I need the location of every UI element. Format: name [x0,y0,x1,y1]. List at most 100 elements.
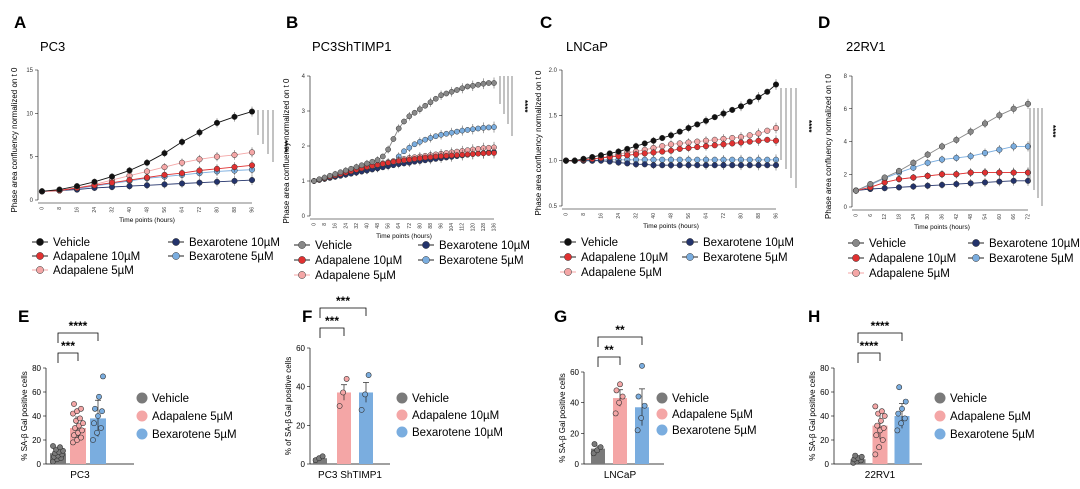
legend-marker [564,268,572,276]
data-point [231,113,238,120]
y-tick-label: 40 [296,383,305,392]
data-point [676,140,683,147]
legend-label: Bexarotene 10µM [189,237,280,249]
significance-label: **** [1048,125,1057,138]
data-point [79,427,85,434]
legend-marker [852,239,860,247]
data-point [92,405,98,412]
data-point [178,170,186,177]
data-point [641,140,648,147]
x-tick-label: 24 [92,207,98,213]
legend-marker [136,428,148,440]
data-point [438,153,444,159]
y-tick-label: 0 [301,460,306,469]
data-point [411,141,418,148]
data-point [56,186,63,193]
x-tick-label: 96 [774,213,780,219]
series-0 [852,98,1032,194]
comparison-label: **** [69,319,88,333]
legend-marker [136,392,148,404]
data-point [77,415,83,422]
panel-g: G 0 20 40 60% SA-β Gal positive cells LNCaP **… [554,307,757,481]
x-tick-label: 40 [127,207,133,213]
y-tick-label: 10 [26,111,33,117]
comparison-bracket [319,307,367,318]
data-point [702,143,710,150]
data-point [385,146,391,153]
data-point [448,129,455,136]
data-point [635,393,642,400]
legend-marker [36,238,44,246]
data-point [632,161,640,168]
category-label: PC3 [70,470,90,481]
data-point [746,156,753,163]
data-point [80,420,86,427]
data-point [772,162,780,169]
legend-label: Bexarotene 10µM [703,237,794,249]
data-point [73,183,81,190]
data-point [161,150,168,157]
x-tick-label: 54 [983,214,989,220]
data-point [443,90,450,97]
legend-label: Adapalene 5µM [53,265,134,277]
data-point [78,434,84,441]
y-tick-label: 0.5 [549,204,558,210]
legend-label: Vehicle [950,393,987,405]
y-tick-label: 15 [26,68,33,74]
data-point [395,125,402,132]
data-point [485,144,492,151]
x-tick-label: 64 [396,223,402,229]
x-tick-label: 32 [110,207,116,213]
legend-marker [396,426,408,438]
legend-marker [36,266,44,274]
legend-label: Adapalene 5µM [581,267,662,279]
panel-title: 22RV1 [846,39,886,54]
x-tick-label: 88 [428,223,434,229]
panel-title: PC3ShTIMP1 [312,39,391,54]
legend-label: Vehicle [672,393,709,405]
data-point [96,393,102,400]
data-point [390,136,397,142]
x-axis-title: Time points (hours) [376,233,432,240]
y-tick-label: 40 [32,412,41,421]
data-point [910,174,917,181]
data-point [650,137,657,144]
legend-label: Adapalene 10µM [412,410,499,422]
data-point [720,141,727,148]
y-tick-label: 6 [844,107,848,113]
data-point [755,130,762,137]
legend-marker [656,408,668,420]
legend-marker [972,239,980,247]
legend-marker [298,256,306,264]
panel-e: E 0 20 40 60 80% SA-β Gal positive cells PC3 **… [18,307,237,481]
panel-a: A PC3 0 5 10 15 0 8 16 24 32 40 48 56 64 72 80 88 96 Time p… [10,13,289,277]
legend-marker [396,409,408,421]
data-point [321,174,328,181]
data-point [772,81,780,88]
data-point [737,103,745,110]
y-tick-label: 40 [820,412,829,421]
x-tick-label: 42 [954,214,960,220]
data-point [432,153,439,160]
y-tick-label: 40 [570,399,579,408]
legend-label: Vehicle [412,393,449,405]
x-tick-label: 66 [1011,214,1017,220]
x-tick-label: 72 [721,213,727,219]
x-tick-label: 30 [925,214,931,220]
data-point [597,444,604,451]
data-point [336,403,343,409]
data-point [422,102,429,109]
data-point [1010,177,1017,184]
legend: Vehicle Adapalene 10µM Bexarotene 10µM [396,392,503,439]
panel-c: C LNCaP 0.5 1.0 1.5 2.0 0 8 16 24 32 40 48 56 64 72 80 88… [534,13,813,279]
data-point [895,184,903,191]
significance-label: **** [804,120,813,133]
data-point [650,162,657,169]
x-tick-label: 120 [470,223,476,232]
data-point [480,80,487,87]
data-point [411,156,418,162]
legend-marker [852,269,860,277]
data-point [369,158,376,165]
y-tick-label: 0 [844,205,848,211]
legend-marker [298,241,306,249]
